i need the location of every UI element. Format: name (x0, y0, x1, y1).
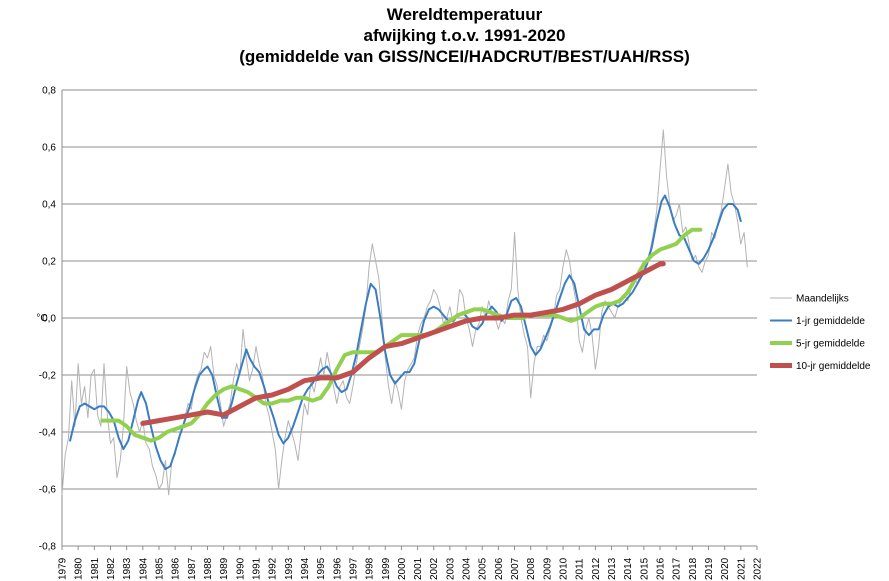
chart-title: Wereldtemperatuur afwijking t.o.v. 1991-… (0, 4, 889, 67)
x-tick-label: 1985 (154, 557, 165, 580)
x-tick-label: 2014 (623, 557, 634, 580)
x-tick-label: 1995 (316, 557, 327, 580)
y-axis-label: °C (36, 313, 47, 324)
x-tick-label: 2021 (736, 557, 747, 580)
x-tick-label: 2008 (526, 557, 537, 580)
x-tick-label: 2016 (656, 557, 667, 580)
series-line-maandelijks (61, 129, 748, 496)
x-tick-label: 2019 (704, 557, 715, 580)
x-tick-label: 2022 (753, 557, 764, 580)
grid (62, 89, 757, 547)
x-tick-label: 1991 (251, 557, 262, 580)
x-tick-label: 1980 (74, 557, 85, 580)
x-tick-label: 2011 (575, 558, 586, 580)
x-tick-label: 1996 (332, 557, 343, 580)
y-tick-label: 0,0 (42, 314, 56, 325)
x-tick-label: 1992 (268, 557, 279, 580)
x-tick-label: 2013 (607, 557, 618, 580)
y-tick-label: -0,8 (39, 542, 57, 553)
legend: Maandelijks 1-jr gemiddelde 5-jr gemiddeld… (770, 294, 871, 372)
x-tick-label: 1994 (300, 557, 311, 580)
x-tick-label: 2002 (429, 557, 440, 580)
x-tick-label: 1986 (171, 557, 182, 580)
x-tick-label: 2006 (494, 557, 505, 580)
y-tick-label: 0,6 (42, 143, 56, 154)
x-tick-label: 2010 (559, 557, 570, 580)
y-tick-label: 0,4 (42, 200, 56, 211)
x-tick-label: 1990 (235, 557, 246, 580)
x-tick-label: 2012 (591, 557, 602, 580)
legend-label-1-jr-gemiddelde: 1-jr gemiddelde (796, 316, 865, 327)
x-tick-label: 2007 (510, 557, 521, 580)
series-lines (61, 129, 748, 496)
x-tick-label: 2005 (478, 557, 489, 580)
chart-title-line-2: afwijking t.o.v. 1991-2020 (363, 26, 566, 45)
x-tick-label: 1998 (365, 557, 376, 580)
x-tick-label: 2003 (445, 557, 456, 580)
chart-title-line-1: Wereldtemperatuur (386, 5, 543, 24)
y-tick-label: -0,6 (39, 485, 57, 496)
x-tick-label: 2000 (397, 557, 408, 580)
x-tick-label: 1981 (90, 557, 101, 580)
legend-label-5-jr-gemiddelde: 5-jr gemiddelde (796, 339, 865, 350)
legend-label-10-jr-gemiddelde: 10-jr gemiddelde (796, 361, 871, 372)
x-tick-label: 2015 (639, 557, 650, 580)
x-tick-label: 1984 (138, 557, 149, 580)
series-line-1-jr-gemiddelde (69, 194, 742, 471)
x-tick-label: 2018 (688, 557, 699, 580)
x-tick-label: 1997 (348, 557, 359, 580)
x-tick-label: 2009 (542, 557, 553, 580)
x-tick-label: 1987 (187, 557, 198, 580)
x-tick-label: 2001 (413, 557, 424, 580)
x-tick-label: 2017 (672, 557, 683, 580)
y-tick-label: 0,2 (42, 257, 56, 268)
y-tick-label: -0,2 (39, 371, 57, 382)
x-tick-label: 2004 (462, 557, 473, 580)
chart-title-line-3: (gemiddelde van GISS/NCEI/HADCRUT/BEST/U… (239, 47, 690, 66)
x-tick-label: 2020 (720, 557, 731, 580)
y-tick-label: -0,4 (39, 428, 57, 439)
legend-label-maandelijks: Maandelijks (796, 294, 849, 305)
x-tick-label: 1999 (381, 557, 392, 580)
y-tick-label: 0,8 (42, 86, 56, 97)
x-tick-label: 1979 (58, 557, 69, 580)
x-tick-label: 1988 (203, 557, 214, 580)
series-line-10-jr-gemiddelde (140, 261, 666, 426)
x-tick-label: 1982 (106, 557, 117, 580)
x-tick-label: 1983 (122, 557, 133, 580)
x-tick-label: 1993 (284, 557, 295, 580)
x-tick-label: 1989 (219, 557, 230, 580)
